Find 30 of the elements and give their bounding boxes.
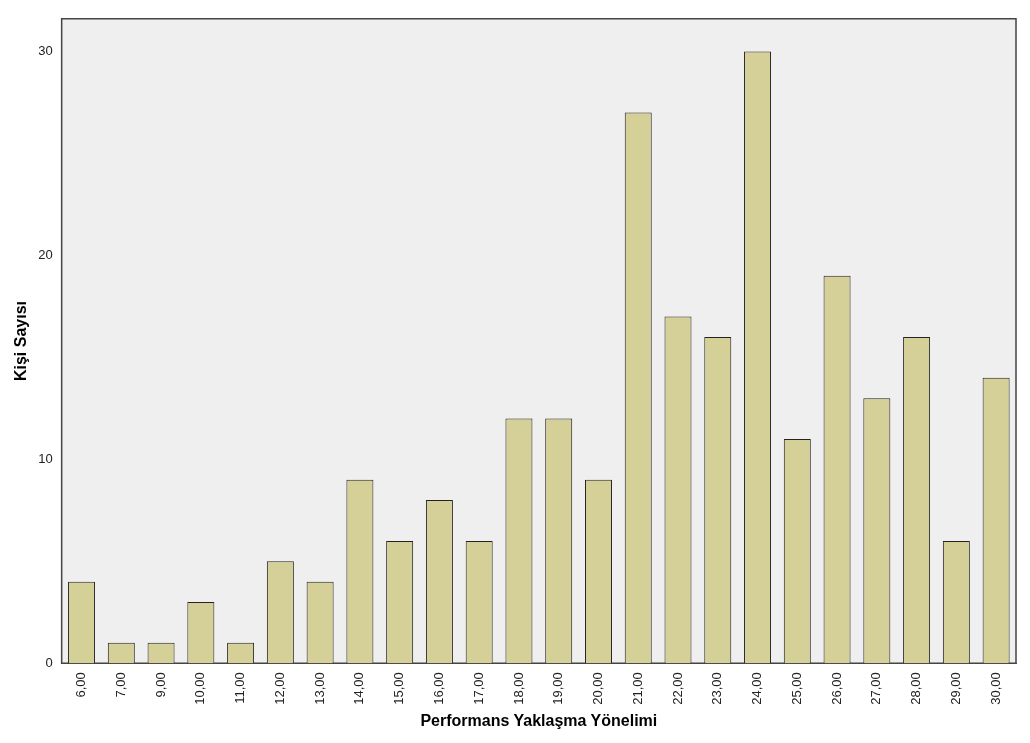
x-tick-label: 30,00	[987, 672, 1003, 705]
x-tick-label: 27,00	[868, 672, 884, 705]
y-tick-label: 30	[38, 43, 53, 59]
x-tick-label: 6,00	[73, 672, 89, 698]
x-tick-label: 25,00	[788, 672, 804, 705]
y-tick-label: 20	[38, 246, 53, 262]
y-axis-title: Kişi Sayısı	[12, 301, 30, 382]
x-axis-title: Performans Yaklaşma Yönelimi	[420, 711, 658, 729]
x-tick-label: 9,00	[152, 672, 168, 698]
x-tick-label: 22,00	[669, 672, 685, 705]
x-tick-label: 13,00	[311, 672, 327, 705]
x-tick-label: 23,00	[709, 672, 725, 705]
x-tick-label: 28,00	[908, 672, 924, 705]
x-tick-label: 18,00	[510, 672, 526, 705]
x-tick-label: 10,00	[192, 672, 208, 705]
x-tick-label: 26,00	[828, 672, 844, 705]
x-tick-label: 24,00	[749, 672, 765, 705]
x-tick-label: 14,00	[351, 672, 367, 705]
y-tick-label: 0	[45, 654, 53, 670]
x-tick-label: 29,00	[947, 672, 963, 705]
x-tick-label: 12,00	[271, 672, 287, 705]
x-tick-label: 20,00	[590, 672, 606, 705]
y-tick-label: 10	[38, 450, 53, 466]
x-tick-label: 16,00	[431, 672, 446, 705]
x-tick-label: 11,00	[232, 672, 248, 704]
x-tick-label: 19,00	[550, 672, 566, 705]
x-tick-label: 21,00	[629, 672, 645, 705]
x-tick-label: 17,00	[470, 672, 486, 705]
x-tick-label: 15,00	[391, 672, 407, 705]
x-tick-label: 7,00	[112, 672, 128, 698]
